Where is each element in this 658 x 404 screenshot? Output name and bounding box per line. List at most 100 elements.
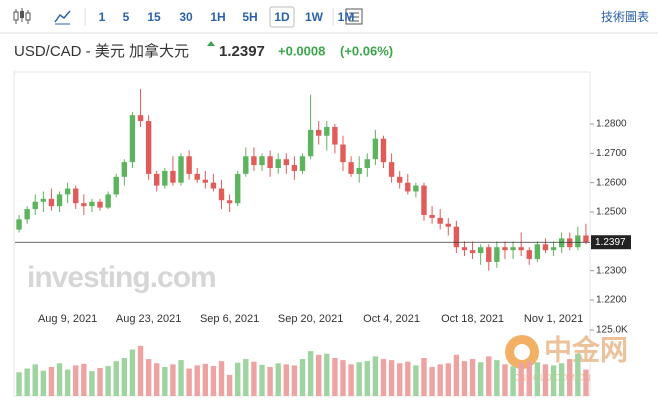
candle xyxy=(429,206,435,224)
volume-bar xyxy=(226,374,233,396)
candle-body xyxy=(477,247,484,254)
candle-body xyxy=(178,156,184,183)
candle xyxy=(558,232,565,254)
interval-button[interactable]: 1W xyxy=(305,10,324,24)
candle-body xyxy=(267,156,273,169)
volume-bar xyxy=(477,362,484,396)
candle xyxy=(32,194,38,215)
candle xyxy=(226,194,233,213)
last-price-label: 1.2397 xyxy=(595,237,626,248)
volume-bar xyxy=(89,371,95,396)
candle xyxy=(315,121,322,145)
candle-body xyxy=(16,219,22,230)
candle-body xyxy=(315,129,322,136)
candle xyxy=(469,241,476,259)
y-tick-label: 1.2800 xyxy=(596,119,627,130)
candle xyxy=(162,168,168,189)
candle-body xyxy=(48,198,55,207)
candle xyxy=(534,241,541,262)
volume-bar xyxy=(542,364,549,396)
candle-body xyxy=(332,126,338,145)
doc-icon[interactable] xyxy=(345,8,363,25)
volume-bar xyxy=(56,363,63,396)
volume-bar xyxy=(348,364,354,396)
volume-bar xyxy=(315,354,322,396)
x-tick-label: Aug 9, 2021 xyxy=(38,313,97,325)
volume-bar xyxy=(429,366,435,396)
volume-bar xyxy=(380,359,387,396)
candle xyxy=(81,194,87,215)
y-tick-label: 1.2200 xyxy=(596,295,627,306)
interval-button[interactable]: 30 xyxy=(179,10,193,24)
candle-body xyxy=(218,188,225,201)
volume-bar xyxy=(24,368,30,396)
volume-bar xyxy=(453,354,460,396)
candle-body xyxy=(121,162,128,177)
x-tick-label: Oct 4, 2021 xyxy=(363,313,420,325)
interval-button[interactable]: 1H xyxy=(210,10,225,24)
candle-body xyxy=(235,173,241,204)
candle xyxy=(445,217,451,236)
candle-body xyxy=(364,159,370,169)
candle-body xyxy=(105,194,111,208)
candle-body xyxy=(291,165,298,171)
candle-body xyxy=(583,235,589,243)
line-icon[interactable] xyxy=(54,10,71,23)
volume-bar xyxy=(396,363,403,396)
volume-bar xyxy=(235,362,241,396)
candle xyxy=(178,153,184,186)
y-tick-label: 1.2500 xyxy=(596,207,627,218)
candle-body xyxy=(429,214,435,218)
candle xyxy=(542,238,549,254)
candle-body xyxy=(40,198,47,202)
volume-bar xyxy=(518,363,524,396)
x-tick-label: Aug 23, 2021 xyxy=(116,313,181,325)
volume-bar xyxy=(494,360,500,396)
volume-bar xyxy=(121,357,128,396)
candle-body xyxy=(202,179,209,183)
volume-bar xyxy=(243,359,249,396)
candle xyxy=(218,179,225,210)
candle-body xyxy=(324,126,330,136)
candle xyxy=(348,156,354,177)
candle xyxy=(154,170,160,192)
interval-button[interactable]: 5 xyxy=(123,10,130,24)
candle-body xyxy=(445,223,451,227)
interval-button[interactable]: 1 xyxy=(99,10,106,24)
candle-body xyxy=(437,217,443,224)
volume-bar xyxy=(502,364,508,396)
volume-bar xyxy=(48,366,55,396)
interval-button[interactable]: 15 xyxy=(147,10,161,24)
candle xyxy=(129,112,136,169)
interval-button[interactable]: 1D xyxy=(274,10,290,24)
candle xyxy=(324,121,330,151)
volume-bar xyxy=(64,369,71,396)
candle-body xyxy=(283,159,290,166)
candle-body xyxy=(413,185,419,192)
candle xyxy=(259,153,265,171)
candle-body xyxy=(356,168,362,174)
candle-body xyxy=(380,138,387,163)
volume-bar xyxy=(299,359,306,396)
volume-bar xyxy=(16,372,22,396)
candle-body xyxy=(388,162,395,177)
candle-body xyxy=(137,115,144,122)
candle xyxy=(356,156,362,183)
candle-body xyxy=(307,129,314,157)
candle xyxy=(56,191,63,213)
candle xyxy=(194,168,200,183)
interval-button[interactable]: 1M xyxy=(338,10,355,24)
candle xyxy=(186,150,192,180)
change-percent: (+0.06%) xyxy=(340,43,393,58)
candle xyxy=(299,153,306,174)
candle-icon[interactable] xyxy=(13,8,31,24)
candle xyxy=(413,182,419,198)
x-tick-label: Nov 1, 2021 xyxy=(524,313,583,325)
interval-button[interactable]: 5H xyxy=(242,10,257,24)
volume-bar xyxy=(583,369,589,396)
technical-chart-link[interactable]: 技術圖表 xyxy=(601,10,649,24)
candle-body xyxy=(340,144,346,163)
candle-body xyxy=(567,238,573,248)
volume-bar xyxy=(113,361,119,396)
brand-watermark: investing.com xyxy=(27,261,216,294)
